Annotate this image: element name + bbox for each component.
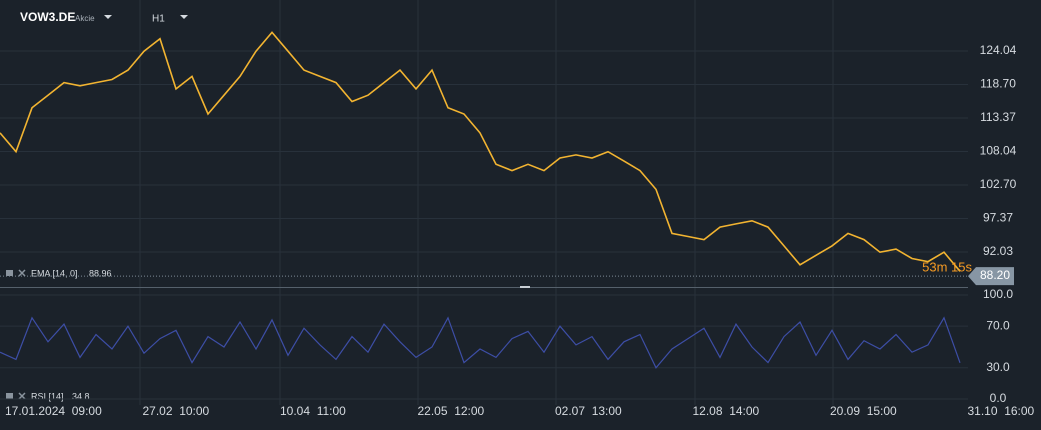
y-tick-label: 102.70 bbox=[980, 177, 1017, 191]
y-tick-label: 70.0 bbox=[986, 318, 1010, 332]
instrument-kind: Akcie bbox=[75, 14, 95, 23]
y-tick-label: 97.37 bbox=[983, 211, 1013, 225]
y-tick-label: 118.70 bbox=[980, 77, 1016, 91]
y-tick-label: 124.04 bbox=[980, 43, 1017, 57]
series-line bbox=[0, 316, 961, 369]
x-tick-label: 02.07 13:00 bbox=[555, 404, 622, 418]
symbol[interactable]: VOW3.DE bbox=[20, 10, 75, 24]
x-tick-label: 10.04 11:00 bbox=[280, 404, 346, 418]
x-tick-label: 12.08 14:00 bbox=[693, 404, 760, 418]
y-tick-label: 30.0 bbox=[986, 360, 1010, 374]
timeframe[interactable]: H1 bbox=[152, 14, 165, 25]
vertical-grid bbox=[139, 0, 834, 405]
x-tick-label: 17.01.2024 09:00 bbox=[5, 404, 102, 418]
last-price-label: 88.20 bbox=[980, 268, 1010, 282]
ema-name: EMA [14, 0] bbox=[31, 268, 78, 278]
x-tick-label: 31.10 16:00 bbox=[968, 404, 1035, 418]
y-tick-label: 0.0 bbox=[990, 391, 1007, 405]
y-tick-label: 92.03 bbox=[983, 244, 1013, 258]
x-tick-label: 27.02 10:00 bbox=[143, 404, 210, 418]
last-price-box bbox=[968, 267, 1014, 286]
series-line bbox=[0, 31, 961, 272]
ema-value: 88.96 bbox=[89, 268, 112, 278]
symbol-dropdown[interactable] bbox=[104, 15, 112, 19]
divider-handle[interactable] bbox=[520, 286, 530, 288]
ema-legend: EMA [14, 0] 88.96 bbox=[6, 268, 112, 278]
countdown: 53m 15s bbox=[922, 259, 972, 274]
x-tick-label: 22.05 12:00 bbox=[418, 404, 485, 418]
y-tick-label: 100.0 bbox=[983, 287, 1013, 301]
y-tick-label: 108.04 bbox=[980, 144, 1017, 158]
x-tick-label: 20.09 15:00 bbox=[830, 404, 897, 418]
timeframe-dropdown[interactable] bbox=[180, 15, 188, 19]
y-tick-label: 113.37 bbox=[980, 110, 1016, 124]
rsi-value: 34.8 bbox=[72, 391, 90, 401]
rsi-name: RSI [14] bbox=[31, 391, 64, 401]
rsi-legend: RSI [14] 34.8 bbox=[6, 391, 90, 401]
